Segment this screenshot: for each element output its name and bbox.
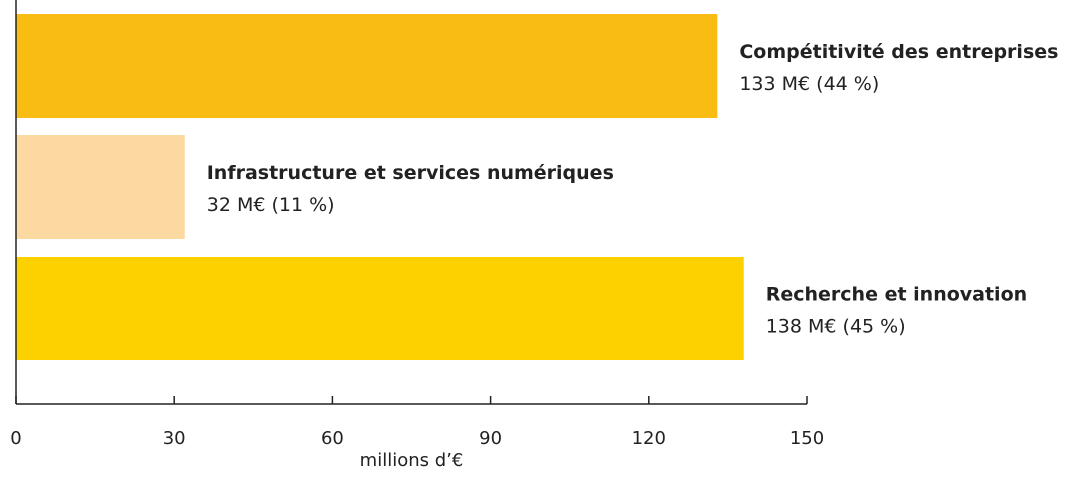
bar-3 [16,257,744,360]
x-tick-label: 60 [321,428,344,449]
bar-1 [16,14,718,118]
bar-value-label-3: 138 M€ (45 %) [766,316,906,338]
x-tick-label: 90 [479,428,502,449]
x-tick-label: 120 [632,428,666,449]
bar-2 [16,135,185,239]
x-tick-label: 150 [790,428,824,449]
x-ticks: 0 30 60 90 120 150 [10,396,824,449]
x-axis-title: millions d’€ [360,450,464,471]
bar-label-1: Compétitivité des entreprises [739,41,1058,63]
x-tick-label: 30 [163,428,186,449]
bar-value-label-2: 32 M€ (11 %) [207,194,335,216]
bar-value-label-1: 133 M€ (44 %) [739,73,879,95]
bars-layer: Compétitivité des entreprises 133 M€ (44 … [16,14,1058,360]
bar-label-2: Infrastructure et services numériques [207,162,614,184]
bar-label-3: Recherche et innovation [766,284,1027,306]
x-tick-label: 0 [10,428,21,449]
